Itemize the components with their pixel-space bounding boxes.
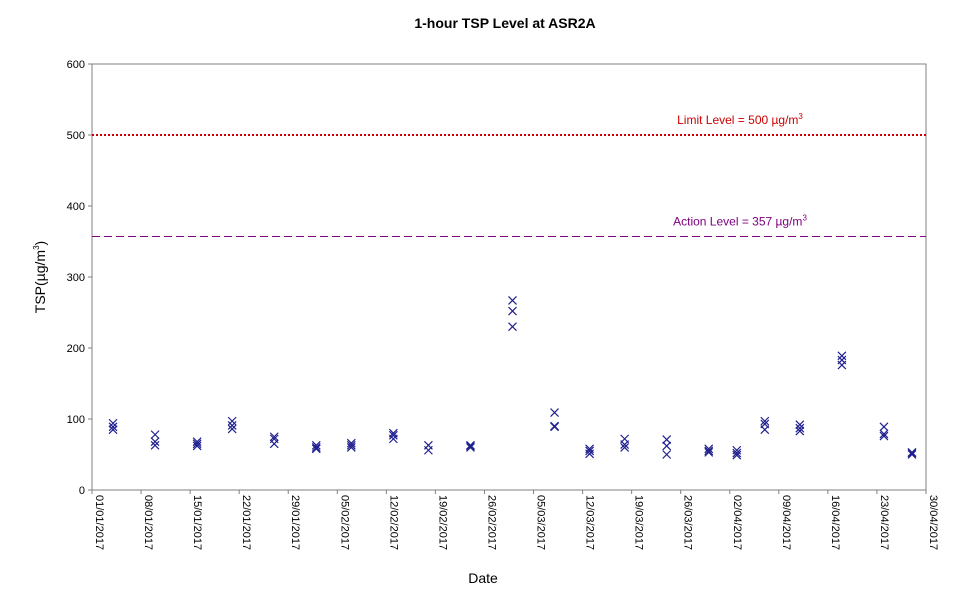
data-point bbox=[704, 446, 714, 456]
data-point bbox=[837, 351, 847, 361]
data-point bbox=[508, 306, 517, 316]
y-axis: 0 100 200 300 400 500 600 bbox=[67, 59, 92, 497]
x-tick-label: 12/03/2017 bbox=[584, 495, 596, 550]
x-tick-label: 12/02/2017 bbox=[387, 495, 399, 550]
data-point bbox=[662, 450, 672, 459]
x-tick-label: 19/02/2017 bbox=[436, 495, 448, 550]
y-axis-label-sup: 3 bbox=[32, 245, 41, 250]
data-point bbox=[907, 450, 917, 459]
data-point bbox=[760, 416, 770, 426]
x-tick-label: 08/01/2017 bbox=[142, 495, 154, 550]
x-tick-label: 26/03/2017 bbox=[682, 495, 694, 550]
chart-title: 1-hour TSP Level at ASR2A bbox=[414, 15, 595, 31]
x-tick-label: 02/04/2017 bbox=[731, 495, 743, 550]
data-point bbox=[108, 425, 118, 435]
y-tick-label: 0 bbox=[79, 485, 85, 497]
y-axis-label-text: TSP(µg/m bbox=[32, 250, 48, 313]
data-point bbox=[907, 447, 917, 457]
data-point bbox=[585, 446, 595, 456]
data-point bbox=[346, 438, 356, 448]
action-level-label: Action Level = 357 µg/m3 bbox=[673, 214, 807, 229]
data-point bbox=[466, 440, 475, 450]
y-tick-label: 100 bbox=[67, 414, 85, 426]
data-point bbox=[879, 422, 889, 432]
x-tick-label: 09/04/2017 bbox=[780, 495, 792, 550]
data-point bbox=[388, 428, 398, 438]
y-tick-label: 300 bbox=[67, 272, 85, 284]
data-point bbox=[227, 424, 237, 434]
y-axis-label-tail: ) bbox=[32, 241, 48, 246]
data-point bbox=[227, 420, 237, 430]
data-point bbox=[508, 322, 517, 332]
data-point bbox=[423, 440, 433, 450]
data-point bbox=[550, 408, 559, 418]
limit-level-label: Limit Level = 500 µg/m3 bbox=[677, 112, 803, 127]
data-point bbox=[879, 431, 889, 441]
limit-level-label-text: Limit Level = 500 µg/m bbox=[677, 113, 798, 127]
data-point bbox=[192, 437, 202, 447]
data-point bbox=[837, 355, 847, 365]
data-point bbox=[227, 416, 237, 426]
x-tick-label: 30/04/2017 bbox=[927, 495, 939, 550]
y-tick-label: 200 bbox=[67, 343, 85, 355]
data-point bbox=[192, 439, 202, 449]
data-point bbox=[311, 444, 321, 454]
x-tick-label: 26/02/2017 bbox=[485, 495, 497, 550]
data-point bbox=[704, 447, 714, 457]
data-point bbox=[508, 296, 517, 305]
data-points bbox=[108, 296, 917, 460]
x-tick-label: 16/04/2017 bbox=[829, 495, 841, 550]
data-point bbox=[620, 434, 630, 444]
y-tick-label: 500 bbox=[67, 130, 85, 142]
x-tick-label: 22/01/2017 bbox=[240, 495, 252, 550]
data-point bbox=[192, 441, 202, 451]
data-point bbox=[795, 423, 805, 433]
x-tick-label: 05/02/2017 bbox=[338, 495, 350, 550]
data-point bbox=[150, 440, 160, 450]
data-point bbox=[732, 448, 742, 458]
data-point bbox=[311, 440, 321, 450]
data-point bbox=[662, 441, 672, 451]
data-point bbox=[150, 430, 160, 440]
x-tick-label: 05/03/2017 bbox=[535, 495, 547, 550]
data-point bbox=[269, 432, 279, 442]
data-point bbox=[550, 421, 559, 431]
action-level-label-sup: 3 bbox=[802, 214, 807, 223]
data-point bbox=[388, 430, 398, 440]
data-point bbox=[466, 442, 475, 452]
data-point bbox=[585, 444, 595, 454]
limit-level-label-sup: 3 bbox=[798, 112, 803, 121]
data-point bbox=[108, 418, 118, 428]
y-tick-label: 600 bbox=[67, 59, 85, 71]
data-point bbox=[311, 442, 321, 452]
action-level-label-text: Action Level = 357 µg/m bbox=[673, 215, 802, 229]
data-point bbox=[269, 434, 279, 444]
data-point bbox=[732, 445, 742, 455]
data-point bbox=[879, 429, 889, 439]
data-point bbox=[662, 435, 672, 445]
data-point bbox=[620, 442, 630, 452]
data-point bbox=[346, 442, 356, 452]
data-point bbox=[108, 422, 118, 432]
data-point bbox=[795, 426, 805, 436]
y-axis-label: TSP(µg/m3) bbox=[32, 241, 48, 313]
data-point bbox=[346, 440, 356, 450]
y-tick-label: 400 bbox=[67, 201, 85, 213]
data-point bbox=[704, 444, 714, 454]
x-axis-label: Date bbox=[468, 570, 498, 586]
x-tick-label: 15/01/2017 bbox=[191, 495, 203, 550]
data-point bbox=[150, 437, 160, 447]
x-tick-label: 29/01/2017 bbox=[289, 495, 301, 550]
data-point bbox=[760, 419, 770, 429]
data-point bbox=[795, 420, 805, 430]
x-tick-label: 23/04/2017 bbox=[878, 495, 890, 550]
x-axis: 01/01/2017 08/01/2017 15/01/2017 22/01/2017… bbox=[91, 490, 939, 550]
x-tick-label: 01/01/2017 bbox=[93, 495, 105, 550]
x-tick-label: 19/03/2017 bbox=[633, 495, 645, 550]
